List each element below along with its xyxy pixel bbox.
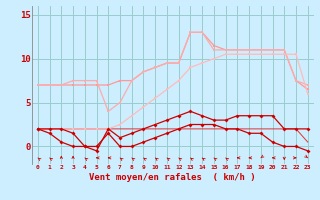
X-axis label: Vent moyen/en rafales  ( km/h ): Vent moyen/en rafales ( km/h ) — [90, 173, 256, 182]
